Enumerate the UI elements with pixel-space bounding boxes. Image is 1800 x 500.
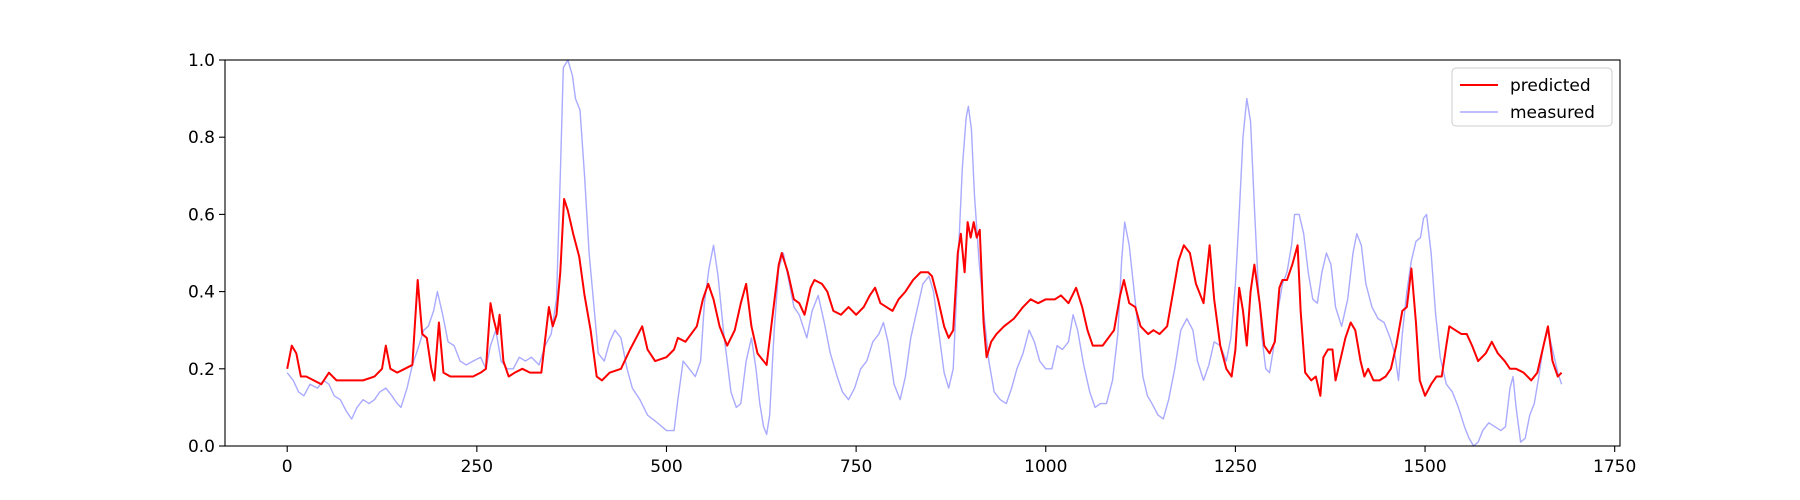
y-tick-label: 0.6: [188, 205, 215, 225]
legend-label-measured: measured: [1510, 103, 1595, 123]
x-tick-label: 1750: [1593, 457, 1636, 477]
y-tick-label: 1.0: [188, 51, 215, 71]
x-tick-label: 750: [840, 457, 872, 477]
y-tick-label: 0.8: [188, 128, 215, 148]
series-line-predicted: [286, 197, 1563, 397]
y-tick-label: 0.0: [188, 437, 215, 457]
x-axis: 0 250 500 750 1000 1250 1500 1750: [282, 446, 1636, 477]
plot-frame: [224, 59, 1621, 447]
x-tick-label: 500: [650, 457, 682, 477]
series-line-measured: [286, 59, 1563, 447]
x-tick-label: 250: [461, 457, 493, 477]
x-tick-label: 1500: [1403, 457, 1446, 477]
legend: predicted measured: [1451, 67, 1613, 127]
series-layer: [286, 59, 1563, 447]
x-tick-label: 1000: [1024, 457, 1067, 477]
y-tick-label: 0.2: [188, 360, 215, 380]
x-tick-label: 1250: [1214, 457, 1257, 477]
legend-label-predicted: predicted: [1510, 76, 1591, 96]
y-axis: 0.0 0.2 0.4 0.6 0.8 1.0: [188, 51, 225, 457]
x-tick-label: 0: [282, 457, 293, 477]
y-tick-label: 0.4: [188, 283, 215, 303]
